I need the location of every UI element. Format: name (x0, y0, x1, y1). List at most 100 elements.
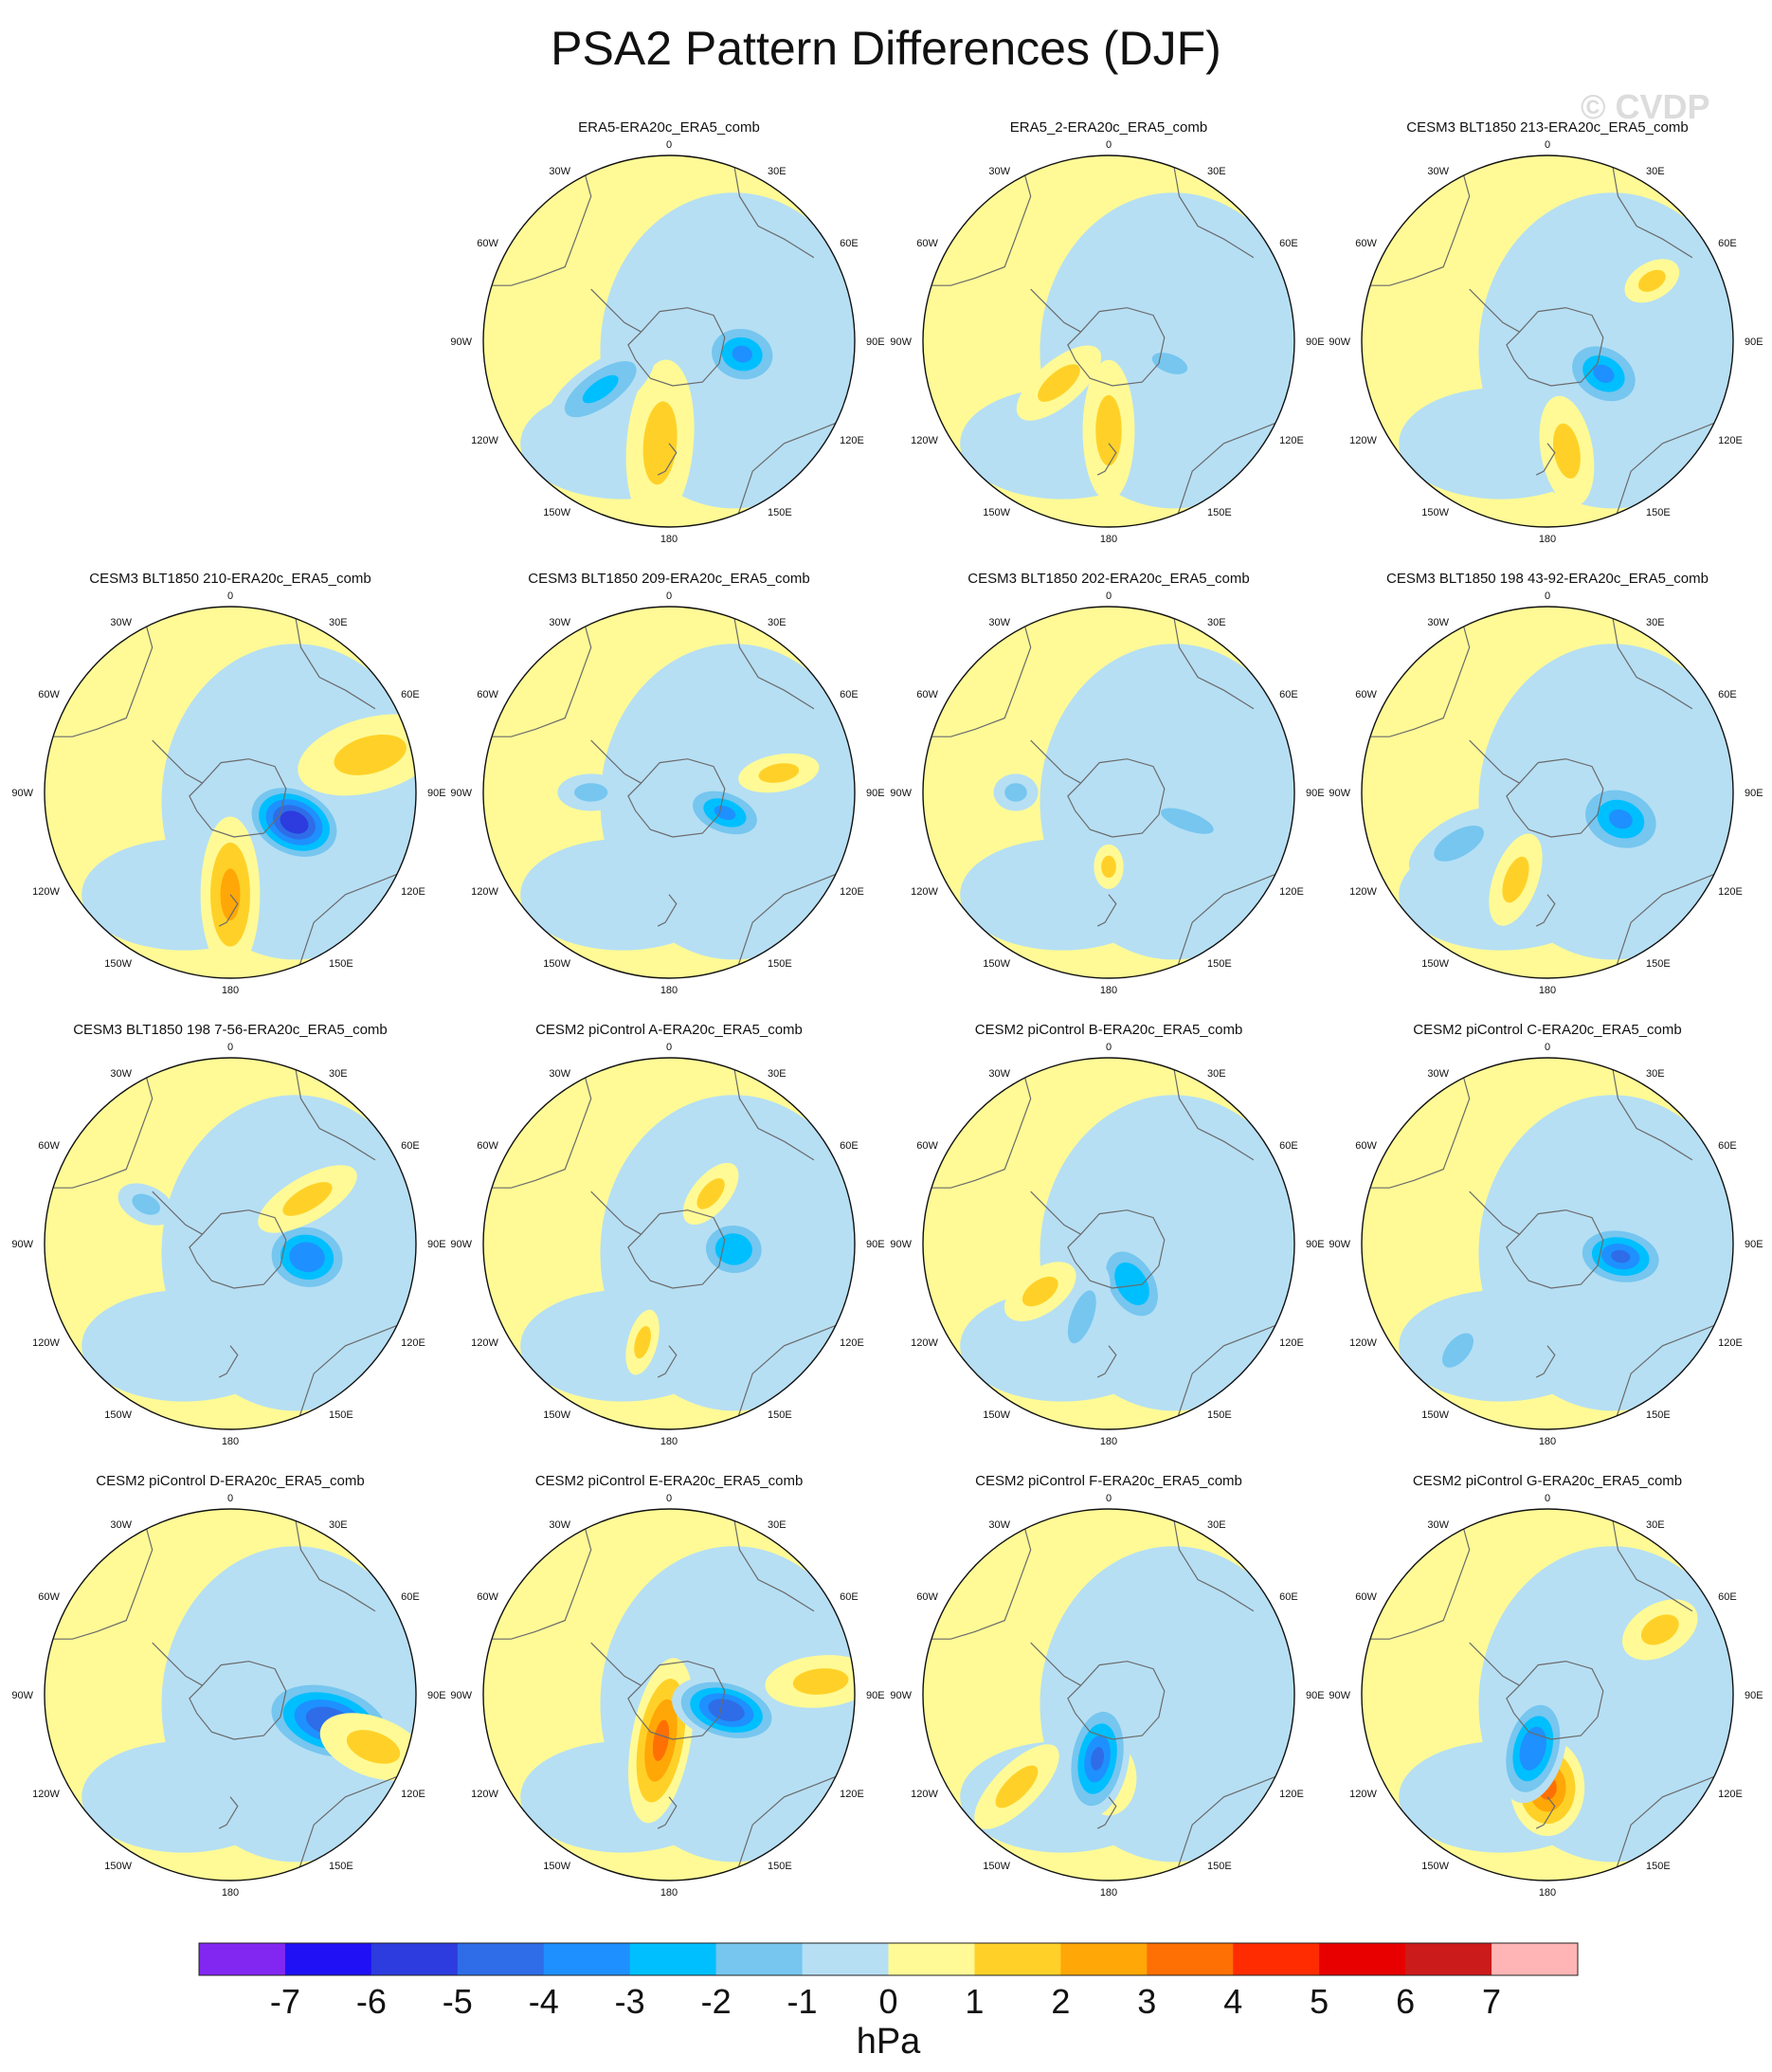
high-anomaly (625, 1309, 660, 1375)
longitude-label: 60E (840, 1591, 859, 1603)
page-title: PSA2 Pattern Differences (DJF) (551, 22, 1221, 75)
longitude-label: 180 (660, 985, 678, 996)
colorbar-swatch (1492, 1943, 1579, 1975)
longitude-label: 60W (38, 1591, 60, 1603)
high-anomaly (1539, 395, 1595, 506)
longitude-label: 180 (660, 1887, 678, 1899)
longitude-label: 90E (1745, 336, 1763, 348)
high-anomaly (1624, 259, 1680, 303)
map-panel: CESM2 piControl G-ERA20c_ERA5_comb 0 30E 60… (1329, 1473, 1763, 1899)
longitude-label: 60W (38, 1140, 60, 1152)
longitude-label: 30W (549, 1519, 570, 1531)
longitude-label: 30W (988, 617, 1010, 628)
longitude-label: 60W (1355, 1140, 1377, 1152)
longitude-label: 150E (1646, 958, 1671, 970)
longitude-label: 120E (840, 1337, 864, 1349)
low-anomaly (118, 1183, 174, 1226)
longitude-label: 60W (916, 238, 938, 249)
longitude-label: 60W (1355, 689, 1377, 700)
longitude-label: 90E (427, 1239, 446, 1250)
longitude-label: 60W (916, 1591, 938, 1603)
panel-title: CESM2 piControl E-ERA20c_ERA5_comb (535, 1473, 804, 1489)
map-border (922, 154, 1295, 528)
longitude-label: 60E (401, 1591, 420, 1603)
coastlines (1370, 155, 1725, 527)
longitude-label: 180 (1539, 1436, 1556, 1447)
longitude-label: 60W (477, 1591, 498, 1603)
longitude-label: 60E (1718, 1140, 1737, 1152)
colorbar-swatch (1319, 1943, 1406, 1975)
colorbar-swatch (888, 1943, 975, 1975)
longitude-label: 90W (890, 1690, 912, 1701)
colorbar-swatch (1060, 1943, 1148, 1975)
longitude-label: 30E (768, 166, 787, 177)
longitude-label: 120E (1718, 435, 1743, 446)
longitude-label: 120W (471, 435, 498, 446)
longitude-label: 150W (1421, 1409, 1449, 1421)
colorbar-tick-label: -5 (443, 1982, 473, 2021)
longitude-label: 120W (911, 1789, 938, 1800)
longitude-label: 0 (1545, 591, 1550, 602)
longitude-label: 150E (1207, 507, 1232, 518)
longitude-label: 150W (543, 1861, 570, 1872)
longitude-label: 60E (1279, 238, 1298, 249)
longitude-label: 150E (768, 1861, 792, 1872)
longitude-label: 90E (1745, 788, 1763, 799)
colorbar-swatch (1233, 1943, 1320, 1975)
longitude-label: 90W (450, 1690, 472, 1701)
coastlines (931, 1509, 1286, 1881)
panel-title: CESM2 piControl C-ERA20c_ERA5_comb (1413, 1022, 1681, 1038)
longitude-label: 120W (1349, 1337, 1377, 1349)
longitude-label: 120E (840, 886, 864, 898)
longitude-label: 60E (1718, 1591, 1737, 1603)
longitude-label: 150W (1421, 958, 1449, 970)
longitude-label: 90W (450, 788, 472, 799)
coastlines (492, 607, 846, 978)
colorbar-tick-label: 1 (965, 1982, 984, 2021)
coastlines (1370, 607, 1725, 978)
high-anomaly (1016, 345, 1102, 421)
longitude-label: 150W (983, 507, 1010, 518)
longitude-label: 30W (549, 166, 570, 177)
coastlines (492, 155, 846, 527)
longitude-label: 120E (1279, 435, 1304, 446)
coastlines (931, 607, 1286, 978)
longitude-label: 0 (1106, 1493, 1112, 1504)
longitude-label: 180 (1539, 985, 1556, 996)
high-anomaly (1094, 844, 1124, 889)
high-anomaly (625, 359, 695, 527)
longitude-label: 30E (1207, 166, 1226, 177)
longitude-label: 30E (1646, 166, 1665, 177)
longitude-label: 120W (32, 1337, 60, 1349)
longitude-label: 180 (1100, 1887, 1117, 1899)
longitude-label: 30W (549, 617, 570, 628)
colorbar-tick-label: -6 (356, 1982, 387, 2021)
colorbar-tick-label: 2 (1051, 1982, 1070, 2021)
longitude-label: 60W (477, 1140, 498, 1152)
longitude-label: 90E (866, 788, 885, 799)
panel-title: CESM2 piControl G-ERA20c_ERA5_comb (1413, 1473, 1682, 1489)
longitude-label: 30W (549, 1068, 570, 1080)
longitude-label: 120E (1279, 1789, 1304, 1800)
longitude-label: 60E (840, 689, 859, 700)
colorbar-tick-label: -1 (787, 1982, 818, 2021)
map-panel: CESM2 piControl D-ERA20c_ERA5_comb 0 30E 60… (11, 1473, 445, 1899)
longitude-label: 30E (768, 1519, 787, 1531)
longitude-label: 60W (477, 689, 498, 700)
map-border (922, 1508, 1295, 1881)
panel-title: CESM2 piControl D-ERA20c_ERA5_comb (96, 1473, 364, 1489)
longitude-label: 120W (911, 1337, 938, 1349)
map-border (1361, 1057, 1734, 1430)
map-panel: CESM3 BLT1850 213-ERA20c_ERA5_comb 0 30E 60… (1329, 119, 1763, 545)
coastlines (1370, 1509, 1725, 1881)
colorbar-tick-label: 0 (878, 1982, 897, 2021)
longitude-label: 0 (666, 1042, 672, 1053)
panel-title: CESM3 BLT1850 202-ERA20c_ERA5_comb (967, 571, 1249, 587)
longitude-label: 150E (1207, 958, 1232, 970)
high-anomaly (1004, 1262, 1076, 1321)
longitude-label: 60E (840, 238, 859, 249)
colorbar-swatch (1147, 1943, 1234, 1975)
map-border (922, 1057, 1295, 1430)
colorbar-swatch (1405, 1943, 1492, 1975)
